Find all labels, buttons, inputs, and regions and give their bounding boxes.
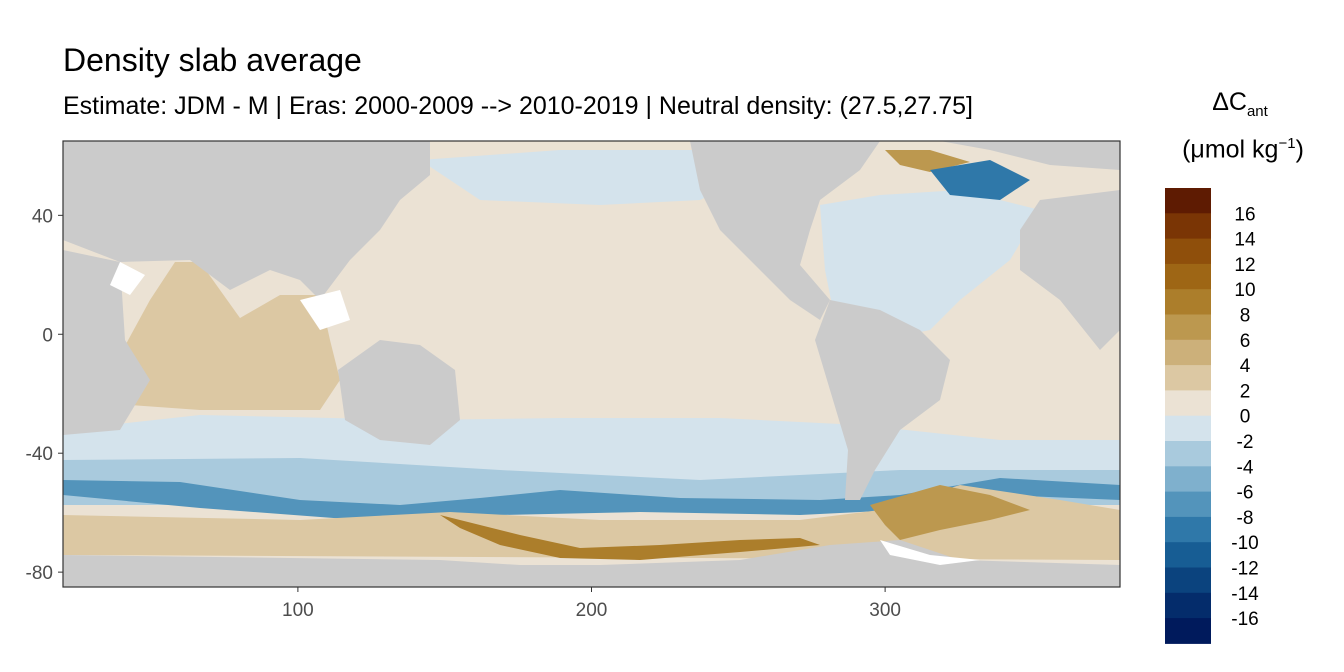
colorbar-swatch (1165, 516, 1211, 543)
north-america-land (690, 141, 880, 320)
colorbar-label: -14 (1231, 584, 1259, 605)
legend-title: ΔCant (1165, 88, 1315, 120)
colorbar-legend: 16 14 12 10 8 6 4 2 0 -2 -4 -6 -8 -10 -12 -14 -16 (1165, 188, 1259, 644)
colorbar-label: 2 (1240, 381, 1251, 402)
australia-land (338, 340, 460, 445)
x-tick-label: 200 (576, 600, 608, 621)
x-tick-label: 100 (282, 600, 314, 621)
colorbar-swatch (1165, 390, 1211, 417)
map-panel (63, 141, 1120, 587)
colorbar-label: 14 (1234, 230, 1256, 251)
y-tick-label: 0 (42, 325, 53, 346)
colorbar-label: -10 (1231, 533, 1258, 554)
colorbar-label: -2 (1237, 432, 1254, 453)
colorbar-swatch (1165, 441, 1211, 467)
colorbar-swatch (1165, 289, 1211, 315)
colorbar-swatch (1165, 238, 1211, 265)
colorbar-label: -12 (1231, 559, 1258, 580)
x-tick-label: 300 (869, 600, 901, 621)
y-tick-label: -80 (26, 563, 53, 584)
ross-sea-warm (440, 515, 820, 560)
nordic-warm (885, 150, 970, 172)
colorbar-swatch (1165, 188, 1211, 214)
colorbar-swatch (1165, 618, 1211, 644)
colorbar-swatch (1165, 466, 1211, 493)
y-axis: 40 0 -40 -80 (26, 206, 63, 584)
colorbar-label: -16 (1231, 609, 1258, 630)
legend-unit-open: (μmol kg (1182, 135, 1279, 164)
chart-title: Density slab average (63, 42, 362, 78)
south-america-land (815, 300, 950, 500)
colorbar-label: 0 (1240, 407, 1251, 428)
antarctica-land (63, 540, 1120, 587)
colorbar-swatch (1165, 365, 1211, 391)
colorbar-swatch (1165, 314, 1211, 341)
missing-data-areas (110, 262, 980, 565)
indian-ocean-field (120, 262, 340, 410)
colorbar-label: 8 (1240, 306, 1251, 327)
colorbar-swatch (1165, 592, 1211, 619)
colorbar-label: 4 (1240, 356, 1251, 377)
y-tick-label: 40 (32, 206, 53, 227)
colorbar-label: 16 (1234, 204, 1255, 225)
legend-title-main: ΔC (1212, 88, 1247, 116)
colorbar-label: -6 (1237, 483, 1254, 504)
antarctic-shelf-warm (63, 485, 1120, 560)
x-axis: 100 200 300 (282, 587, 901, 621)
colorbar-label: 6 (1240, 331, 1251, 352)
nordic-cool (930, 160, 1030, 200)
legend-unit: (μmol kg−1) (1158, 135, 1328, 164)
colorbar-swatch (1165, 263, 1211, 290)
north-pacific-field (420, 150, 760, 205)
greenland-land (940, 141, 1120, 170)
colorbar-swatch (1165, 491, 1211, 518)
colorbar-label: 12 (1234, 255, 1255, 276)
colorbar-label: -4 (1237, 457, 1254, 478)
colorbar-label: -8 (1237, 508, 1254, 529)
y-tick-label: -40 (26, 444, 53, 465)
colorbar-label: 10 (1234, 280, 1255, 301)
chart-subtitle: Estimate: JDM - M | Eras: 2000-2009 --> … (63, 92, 973, 120)
colorbar-swatch (1165, 339, 1211, 366)
southern-deep-band (63, 478, 1120, 520)
legend-title-sub: ant (1246, 103, 1268, 120)
legend-unit-close: ) (1295, 135, 1304, 164)
eurasia-land (63, 141, 430, 300)
colorbar-swatch (1165, 567, 1211, 594)
legend-unit-sup: −1 (1278, 135, 1296, 152)
north-atlantic-field (820, 190, 1040, 340)
colorbar-swatch (1165, 542, 1211, 568)
colorbar-swatch (1165, 415, 1211, 442)
colorbar-swatch (1165, 213, 1211, 240)
land-masses (63, 141, 1120, 587)
europe-land (1020, 190, 1120, 350)
africa-land (63, 250, 150, 435)
weddell-sea-warm (870, 485, 1030, 540)
